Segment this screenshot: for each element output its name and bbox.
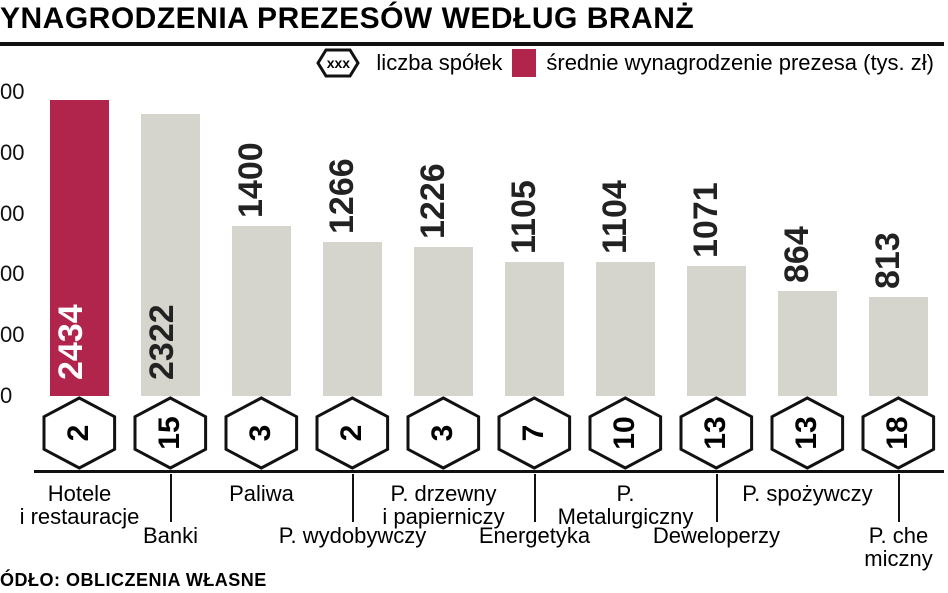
category-label: Banki bbox=[93, 524, 248, 547]
category-leader bbox=[534, 474, 536, 522]
bar-value-label: 813 bbox=[869, 232, 908, 289]
bar-value-label: 2322 bbox=[143, 304, 182, 380]
count-label: 7 bbox=[517, 425, 551, 442]
count-hexagon: 2 bbox=[315, 396, 390, 470]
count-hexagon: 13 bbox=[770, 396, 845, 470]
count-label: 10 bbox=[608, 416, 642, 449]
bar-value-label: 1071 bbox=[687, 182, 726, 258]
bar: 1226 bbox=[406, 247, 481, 396]
count-hexagon: 13 bbox=[679, 396, 754, 470]
category-label: P. Metalurgiczny bbox=[548, 482, 703, 528]
bar-value-label: 1400 bbox=[232, 142, 271, 218]
bar: 2434 bbox=[42, 100, 117, 396]
category-label: P. chemiczny bbox=[821, 524, 948, 570]
x-axis bbox=[34, 470, 944, 473]
category-label: P. drzewnyi papierniczy bbox=[366, 482, 521, 528]
count-hexagon: 18 bbox=[861, 396, 936, 470]
category-label: P. spożywczy bbox=[730, 482, 885, 505]
count-label: 13 bbox=[699, 416, 733, 449]
bar-value-label: 1105 bbox=[505, 180, 544, 254]
bar-value-label: 864 bbox=[778, 226, 817, 283]
y-tick-label: 00 bbox=[0, 79, 24, 105]
count-hexagon: 2 bbox=[42, 396, 117, 470]
count-label: 13 bbox=[790, 416, 824, 449]
bar: 864 bbox=[770, 291, 845, 396]
bar: 1105 bbox=[497, 262, 572, 396]
source-line: ÓDŁO: OBLICZENIA WŁASNE bbox=[0, 570, 267, 591]
bar: 2322 bbox=[133, 114, 208, 396]
y-tick-label: 00 bbox=[0, 322, 24, 348]
count-hexagon: 10 bbox=[588, 396, 663, 470]
category-label: Hotelei restauracje bbox=[2, 482, 157, 528]
bar: 813 bbox=[861, 297, 936, 396]
chart-frame: YNAGRODZENIA PREZESÓW WEDŁUG BRANŻ xxx l… bbox=[0, 0, 948, 593]
category-label: Deweloperzy bbox=[639, 524, 794, 547]
plot-area: 24342322140012661226110511041071864813 bbox=[34, 92, 944, 396]
count-label: 3 bbox=[426, 425, 460, 442]
count-label: 3 bbox=[244, 425, 278, 442]
y-tick-label: 00 bbox=[0, 201, 24, 227]
count-label: 15 bbox=[153, 416, 187, 449]
category-leader bbox=[898, 474, 900, 522]
category-leader bbox=[170, 474, 172, 522]
bar: 1104 bbox=[588, 262, 663, 396]
bar: 1266 bbox=[315, 242, 390, 396]
category-leader bbox=[716, 474, 718, 522]
count-label: 18 bbox=[881, 416, 915, 449]
count-label: 2 bbox=[62, 425, 96, 442]
bar-value-label: 1104 bbox=[596, 180, 635, 254]
bar-chart: 24342322140012661226110511041071864813 2… bbox=[0, 0, 948, 593]
count-hexagon: 3 bbox=[224, 396, 299, 470]
bar: 1071 bbox=[679, 266, 754, 396]
y-tick-label: 00 bbox=[0, 261, 24, 287]
y-tick-label: 0 bbox=[0, 383, 12, 409]
category-label: Paliwa bbox=[184, 482, 339, 505]
count-hexagon: 15 bbox=[133, 396, 208, 470]
count-hexagon: 3 bbox=[406, 396, 481, 470]
count-hexagon: 7 bbox=[497, 396, 572, 470]
bar-value-label: 2434 bbox=[52, 304, 91, 380]
bar: 1400 bbox=[224, 226, 299, 396]
hex-row: 2 15 3 2 3 7 10 13 13 18 bbox=[34, 396, 944, 470]
bar-value-label: 1266 bbox=[323, 158, 362, 234]
bar-value-label: 1226 bbox=[414, 163, 453, 239]
y-tick-label: 00 bbox=[0, 140, 24, 166]
category-leader bbox=[352, 474, 354, 522]
count-label: 2 bbox=[335, 425, 369, 442]
